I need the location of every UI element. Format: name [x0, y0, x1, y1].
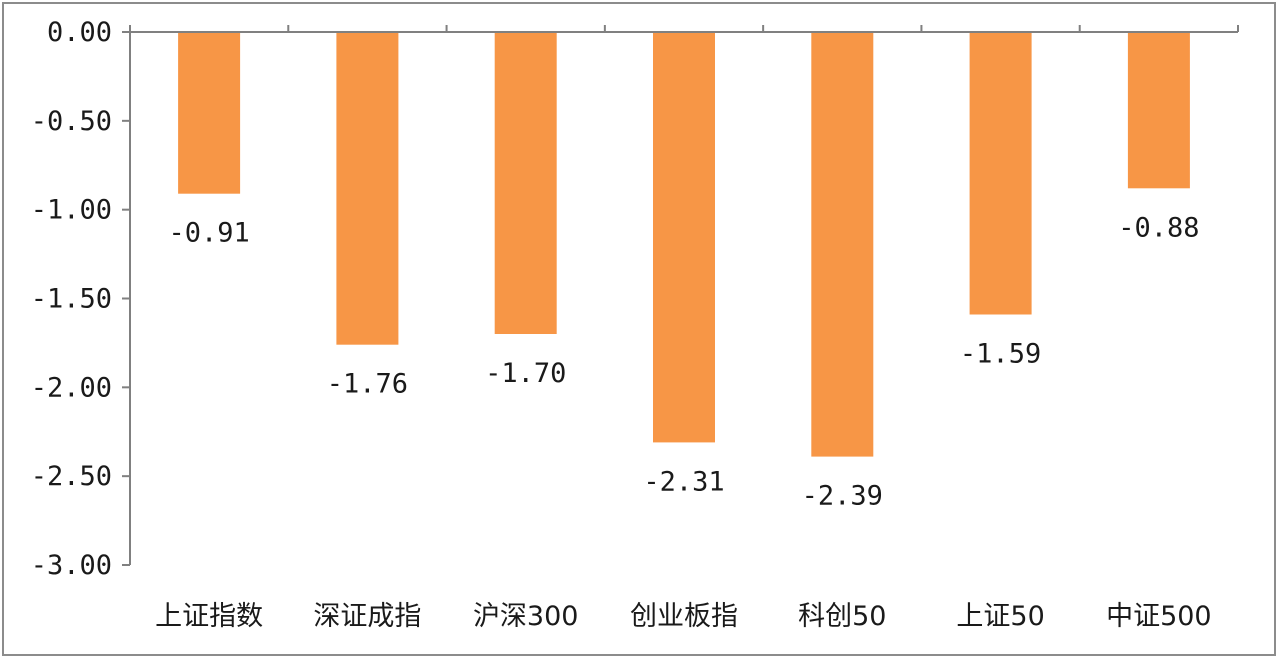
bars-layer	[178, 32, 1190, 457]
data-label-5: -1.59	[960, 338, 1041, 369]
category-label-1: 深证成指	[313, 601, 421, 632]
data-label-3: -2.31	[643, 466, 724, 497]
category-label-2: 沪深300	[473, 601, 579, 632]
data-label-0: -0.91	[169, 218, 250, 249]
bar-1	[336, 32, 399, 345]
data-label-2: -1.70	[485, 358, 566, 389]
bar-6	[1127, 32, 1190, 189]
data-label-1: -1.76	[327, 369, 408, 400]
bar-4	[811, 32, 874, 457]
bar-2	[494, 32, 557, 334]
data-label-6: -0.88	[1118, 212, 1199, 243]
category-label-3: 创业板指	[630, 601, 738, 632]
y-tick-label-1: -0.50	[31, 106, 112, 137]
y-tick-label-5: -2.50	[31, 461, 112, 492]
axis-layer	[122, 25, 1239, 566]
y-tick-label-6: -3.00	[31, 550, 112, 581]
bar-5	[969, 32, 1032, 315]
bar-0	[178, 32, 241, 194]
y-tick-label-2: -1.00	[31, 195, 112, 226]
category-label-6: 中证500	[1106, 601, 1212, 632]
category-label-4: 科创50	[798, 601, 886, 632]
y-tick-label-3: -1.50	[31, 284, 112, 315]
category-label-0: 上证指数	[155, 601, 263, 632]
y-tick-label-0: 0.00	[47, 17, 112, 48]
category-label-5: 上证50	[956, 601, 1044, 632]
y-tick-label-4: -2.00	[31, 372, 112, 403]
bar-3	[653, 32, 715, 443]
labels-layer: 0.00 -0.50 -1.00 -1.50 -2.00 -2.50 -3.00 -0.91 -…	[31, 17, 1212, 632]
data-label-4: -2.39	[802, 481, 883, 512]
